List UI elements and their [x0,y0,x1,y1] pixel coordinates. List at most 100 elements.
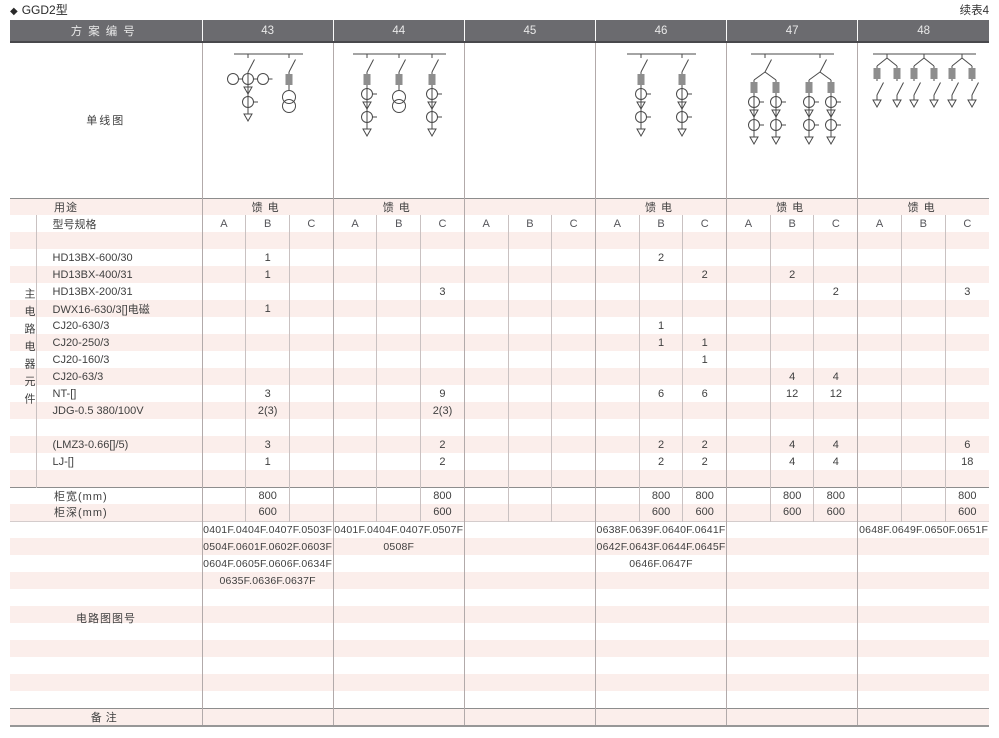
cell-44B [376,368,421,385]
cell-45C [551,385,596,402]
cell-46B: 800 [638,486,683,504]
main-circuit-components-label: 主电路电器元件 [23,288,35,411]
circuit-number-cell-46-r6 [594,606,727,623]
cell-48C [944,368,989,385]
cell-46B: 1 [638,334,683,351]
circuit-number-cell-43-r5 [201,589,334,606]
cell-44C [420,317,465,334]
cell-46C: 2 [682,266,727,283]
cell-45A [463,470,509,487]
remark-label: 备注 [10,707,203,727]
cell-43C [288,368,334,385]
cell-43C [288,283,334,300]
cell-47A [726,436,771,453]
cell-48B [900,266,946,283]
phase-header-44A: A [332,215,377,232]
cell-45B [507,249,552,266]
cell-43C [288,453,334,470]
cell-44B [376,453,421,470]
component-row-spacer [10,470,989,487]
cell-48B [900,232,946,249]
cell-46A [594,368,640,385]
single-line-diagram-45 [463,42,596,198]
cell-46B [638,470,683,487]
cell-44A [332,486,377,504]
cell-43A [201,283,246,300]
page-title: ◆ GGD2型 [10,1,68,18]
cell-47C [813,419,858,436]
cell-47B: 800 [769,486,814,504]
cell-47B: 4 [769,453,814,470]
cell-48A [857,486,902,504]
cell-47B [769,334,814,351]
cell-48C [944,300,989,317]
cell-46B [638,266,683,283]
cell-46B [638,300,683,317]
cell-45B [507,266,552,283]
vertical-label-strip [10,249,36,266]
cell-47A [726,334,771,351]
cell-47B [769,300,814,317]
vertical-label-strip [10,232,36,249]
cell-45A [463,266,509,283]
cell-46C: 800 [682,486,727,504]
single-line-diagram-44 [332,42,465,198]
cell-45B [507,453,552,470]
phase-header-46B: B [638,215,683,232]
cell-48B [900,402,946,419]
cell-47C: 600 [813,504,858,521]
cell-46B: 600 [638,504,683,521]
circuit-number-cell-47-r6 [726,606,858,623]
remark-cell-45 [463,707,596,727]
cell-47C: 800 [813,486,858,504]
cell-44C: 2 [420,436,465,453]
cell-47B [769,283,814,300]
scheme-header-46: 46 [594,20,727,43]
cell-48C: 18 [944,453,989,470]
cell-43B: 1 [245,300,290,317]
cell-47A [726,470,771,487]
cell-46C: 2 [682,436,727,453]
cell-44A [332,402,377,419]
cell-48A [857,368,902,385]
cell-44B [376,504,421,521]
cell-45B [507,351,552,368]
cell-45B [507,283,552,300]
cell-47A [726,402,771,419]
cell-46C [682,249,727,266]
cell-47A [726,351,771,368]
circuit-number-cell-45-r5 [463,589,596,606]
cell-44A [332,300,377,317]
cell-45A [463,334,509,351]
phase-header-47B: B [769,215,814,232]
circuit-number-cell-45-r1 [463,520,596,538]
scheme-spec-table: 方案编号 43 44 45 46 47 48 单线图 用途 馈电 馈电 馈电 馈电 馈电 型号规格 A B C A B… [10,20,989,727]
cell-48C [944,266,989,283]
circuit-diagram-number-label: 电路图图号 [76,613,136,625]
cell-48A [857,504,902,521]
cell-48C: 6 [944,436,989,453]
cell-43A [201,504,246,521]
circuit-number-row-7 [10,623,989,640]
cell-44B [376,351,421,368]
cell-45A [463,351,509,368]
component-row-HD13BX-400/31: HD13BX-400/31 1 2 2 [10,266,989,283]
remark-cell-46 [594,707,727,727]
vertical-label-strip [10,215,36,232]
cell-46A [594,249,640,266]
cell-45B [507,232,552,249]
cell-43C [288,419,334,436]
cell-43C [288,436,334,453]
model-name: NT-[] [35,385,203,402]
circuit-number-cell-47-r10 [726,674,858,691]
component-row-CJ20-630/3: CJ20-630/3 1 [10,317,989,334]
cell-47B: 2 [769,266,814,283]
cell-44B [376,419,421,436]
phase-header-45B: B [507,215,552,232]
circuit-number-cell-48-r4 [857,572,989,589]
cell-47A [726,300,771,317]
component-row-(LMZ3-0.66[]/5): (LMZ3-0.66[]/5) 3 2 2 2 4 4 6 [10,436,989,453]
cell-48A [857,436,902,453]
cell-44C [420,249,465,266]
scheme-header-45: 45 [463,20,596,43]
